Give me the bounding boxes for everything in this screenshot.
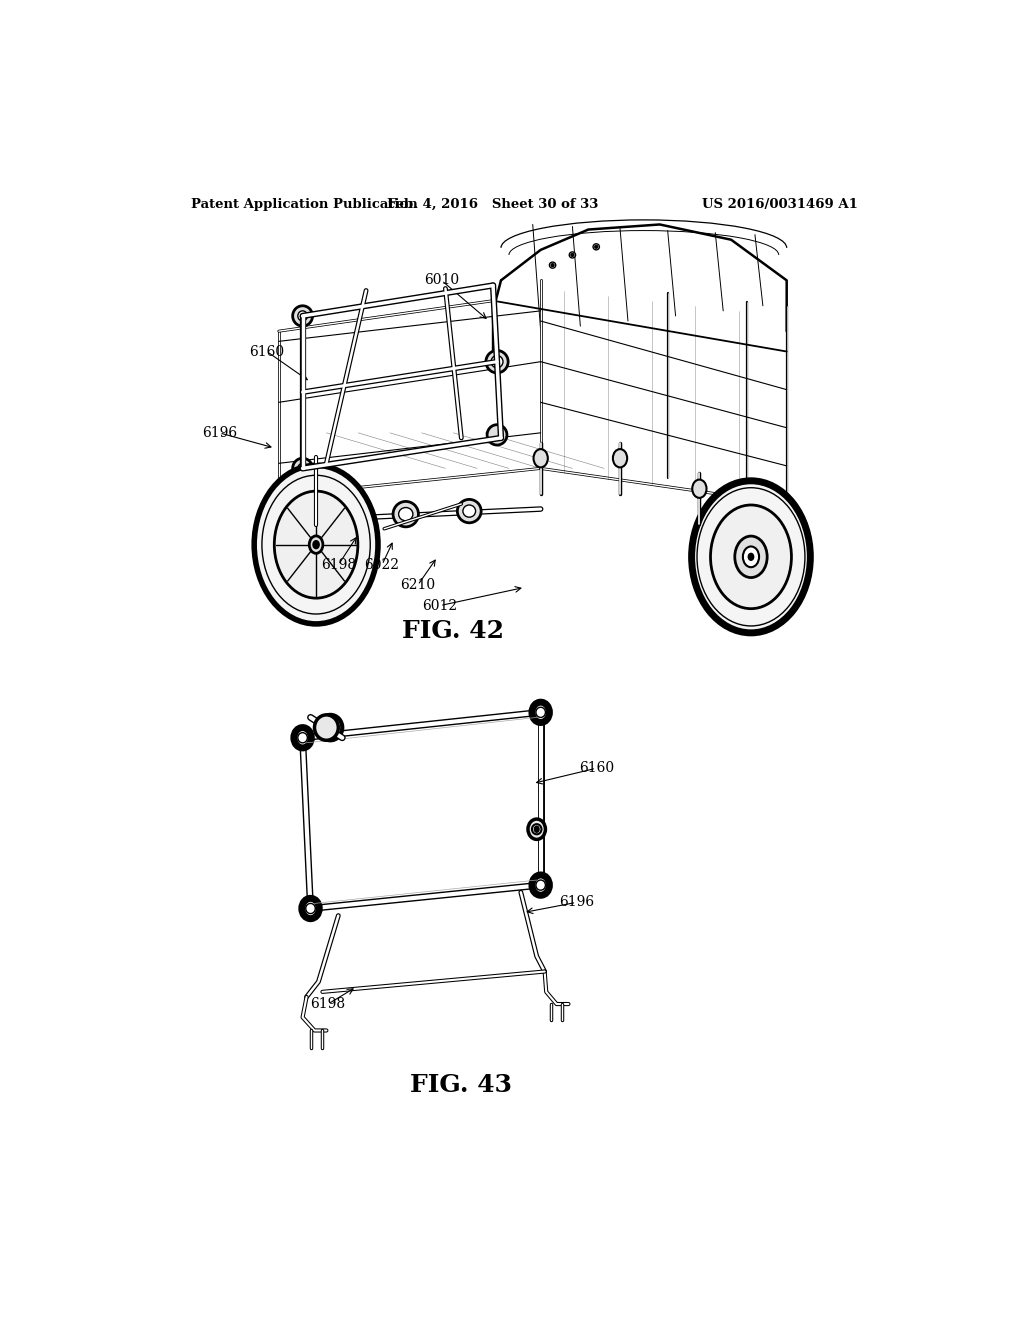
Text: 6010: 6010 bbox=[424, 273, 459, 288]
Ellipse shape bbox=[691, 480, 810, 632]
Text: 6198: 6198 bbox=[310, 997, 345, 1011]
Ellipse shape bbox=[742, 546, 759, 568]
Ellipse shape bbox=[463, 506, 475, 517]
Text: 6210: 6210 bbox=[400, 578, 435, 593]
Ellipse shape bbox=[735, 536, 767, 578]
Ellipse shape bbox=[551, 264, 554, 267]
Ellipse shape bbox=[711, 506, 792, 609]
Ellipse shape bbox=[613, 449, 627, 467]
Ellipse shape bbox=[298, 733, 307, 743]
Text: US 2016/0031469 A1: US 2016/0031469 A1 bbox=[702, 198, 858, 211]
Text: 6196: 6196 bbox=[202, 426, 237, 440]
Text: 6196: 6196 bbox=[559, 895, 594, 909]
Ellipse shape bbox=[593, 244, 599, 249]
Ellipse shape bbox=[398, 507, 413, 521]
Text: FIG. 42: FIG. 42 bbox=[402, 619, 505, 643]
Ellipse shape bbox=[293, 306, 312, 326]
Ellipse shape bbox=[536, 708, 546, 718]
Ellipse shape bbox=[692, 479, 707, 498]
Ellipse shape bbox=[458, 499, 481, 523]
Ellipse shape bbox=[314, 715, 338, 741]
Ellipse shape bbox=[487, 425, 507, 445]
Text: Feb. 4, 2016   Sheet 30 of 33: Feb. 4, 2016 Sheet 30 of 33 bbox=[387, 198, 599, 211]
Ellipse shape bbox=[306, 903, 315, 913]
Ellipse shape bbox=[492, 355, 503, 368]
Ellipse shape bbox=[595, 246, 598, 248]
Ellipse shape bbox=[298, 463, 307, 474]
Ellipse shape bbox=[393, 502, 419, 527]
Ellipse shape bbox=[531, 702, 550, 722]
Ellipse shape bbox=[302, 899, 319, 919]
Ellipse shape bbox=[314, 507, 338, 532]
Ellipse shape bbox=[531, 875, 550, 895]
Ellipse shape bbox=[309, 536, 323, 553]
Text: 6022: 6022 bbox=[365, 558, 399, 572]
Ellipse shape bbox=[550, 263, 556, 268]
Ellipse shape bbox=[254, 466, 378, 624]
Text: 6198: 6198 bbox=[321, 558, 356, 572]
Text: FIG. 43: FIG. 43 bbox=[411, 1073, 512, 1097]
Ellipse shape bbox=[531, 824, 542, 834]
Ellipse shape bbox=[534, 449, 548, 467]
Text: Patent Application Publication: Patent Application Publication bbox=[191, 198, 418, 211]
Ellipse shape bbox=[535, 826, 539, 833]
Ellipse shape bbox=[294, 727, 311, 748]
Text: 6160: 6160 bbox=[249, 345, 285, 359]
Text: 6012: 6012 bbox=[422, 598, 458, 612]
Ellipse shape bbox=[325, 722, 336, 734]
Ellipse shape bbox=[486, 351, 508, 372]
Ellipse shape bbox=[274, 491, 357, 598]
Ellipse shape bbox=[569, 252, 575, 257]
Ellipse shape bbox=[749, 553, 754, 560]
Text: 6160: 6160 bbox=[579, 762, 613, 775]
Ellipse shape bbox=[570, 253, 574, 256]
Ellipse shape bbox=[293, 458, 312, 479]
Ellipse shape bbox=[528, 818, 546, 840]
Ellipse shape bbox=[298, 312, 307, 321]
Ellipse shape bbox=[313, 541, 319, 549]
Ellipse shape bbox=[536, 880, 546, 890]
Ellipse shape bbox=[318, 715, 342, 741]
